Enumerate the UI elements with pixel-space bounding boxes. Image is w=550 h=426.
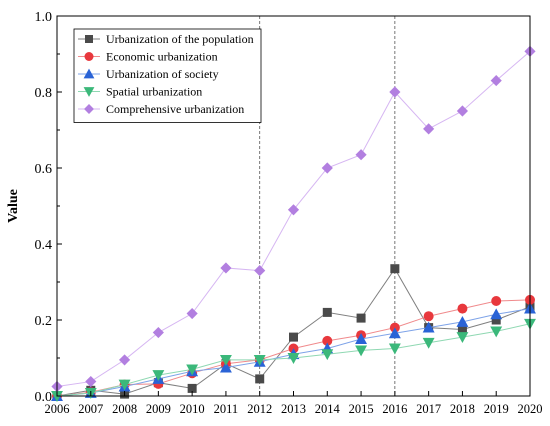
data-point <box>187 383 197 393</box>
x-tick-label: 2011 <box>214 402 239 416</box>
data-point <box>322 307 332 317</box>
data-point <box>491 296 502 306</box>
x-axis: 2006 2007 2008 2009 2010 2011 2012 2013 2014 2015… <box>45 391 543 416</box>
legend-label: Spatial urbanization <box>106 85 202 99</box>
y-tick-label: 0.2 <box>35 314 53 329</box>
legend-marker <box>83 87 95 97</box>
x-tick-label: 2013 <box>281 402 306 416</box>
data-point <box>219 361 232 373</box>
data-point <box>491 315 501 325</box>
data-point <box>490 75 502 87</box>
data-point <box>422 337 435 349</box>
y-axis: 0.0 0.2 0.4 0.6 0.8 1.0 <box>35 10 62 405</box>
legend: Urbanization of the population Economic u… <box>73 28 262 123</box>
data-point <box>457 303 468 314</box>
data-point <box>254 265 266 277</box>
data-point <box>253 354 266 366</box>
data-point <box>85 375 97 388</box>
y-tick-label: 1.0 <box>35 10 53 25</box>
x-tick-label: 2010 <box>180 402 205 416</box>
data-point <box>355 345 368 357</box>
x-tick-label: 2018 <box>450 402 475 416</box>
y-tick-label: 0.4 <box>35 238 53 253</box>
data-point <box>423 123 435 135</box>
x-tick-label: 2006 <box>45 402 70 416</box>
x-tick-label: 2017 <box>416 402 441 416</box>
data-point <box>388 343 401 355</box>
data-point <box>152 326 164 339</box>
legend-marker <box>84 104 94 114</box>
data-point <box>219 354 232 366</box>
x-tick-label: 2007 <box>78 402 103 416</box>
data-point <box>490 308 503 320</box>
data-point <box>490 326 503 338</box>
x-tick-label: 2009 <box>146 402 171 416</box>
y-axis-label: Value <box>6 189 21 223</box>
data-point <box>388 327 401 339</box>
y-tick-label: 0.8 <box>35 86 53 101</box>
data-point <box>321 162 333 174</box>
data-point <box>456 105 469 117</box>
x-tick-label: 2012 <box>247 402 272 416</box>
data-point <box>287 204 300 216</box>
legend-label: Economic urbanization <box>106 50 218 64</box>
legend-marker <box>84 52 94 61</box>
legend-marker <box>85 35 93 43</box>
data-point <box>220 262 232 274</box>
x-tick-label: 2008 <box>112 402 137 416</box>
data-point <box>355 333 368 344</box>
data-point <box>321 349 334 361</box>
data-point <box>322 335 333 346</box>
data-point <box>118 379 131 391</box>
legend-label: Urbanization of society <box>106 67 219 81</box>
data-point <box>456 315 469 327</box>
series-layer <box>51 45 536 402</box>
x-tick-label: 2020 <box>518 402 543 416</box>
x-tick-label: 2019 <box>484 402 509 416</box>
legend-label: Urbanization of the population <box>106 32 254 46</box>
x-tick-label: 2014 <box>315 402 341 416</box>
data-point <box>289 332 298 342</box>
data-point <box>255 374 265 384</box>
legend-box <box>73 28 262 123</box>
data-point <box>356 313 366 323</box>
data-point <box>456 332 469 344</box>
data-point <box>389 86 401 98</box>
data-point <box>423 311 434 322</box>
y-tick-label: 0.6 <box>35 162 53 177</box>
data-point <box>186 364 199 376</box>
data-point <box>287 353 300 364</box>
data-point <box>118 354 131 366</box>
data-point <box>152 370 165 382</box>
data-point <box>355 149 367 161</box>
x-tick-label: 2015 <box>349 402 374 416</box>
legend-label: Comprehensive urbanization <box>106 102 244 116</box>
legend-marker <box>83 68 95 79</box>
y-tick-label: 0.0 <box>35 390 53 405</box>
data-point <box>186 307 198 320</box>
data-point <box>457 325 467 334</box>
data-point <box>390 264 400 274</box>
x-tick-label: 2016 <box>382 402 407 416</box>
data-point <box>422 321 435 333</box>
